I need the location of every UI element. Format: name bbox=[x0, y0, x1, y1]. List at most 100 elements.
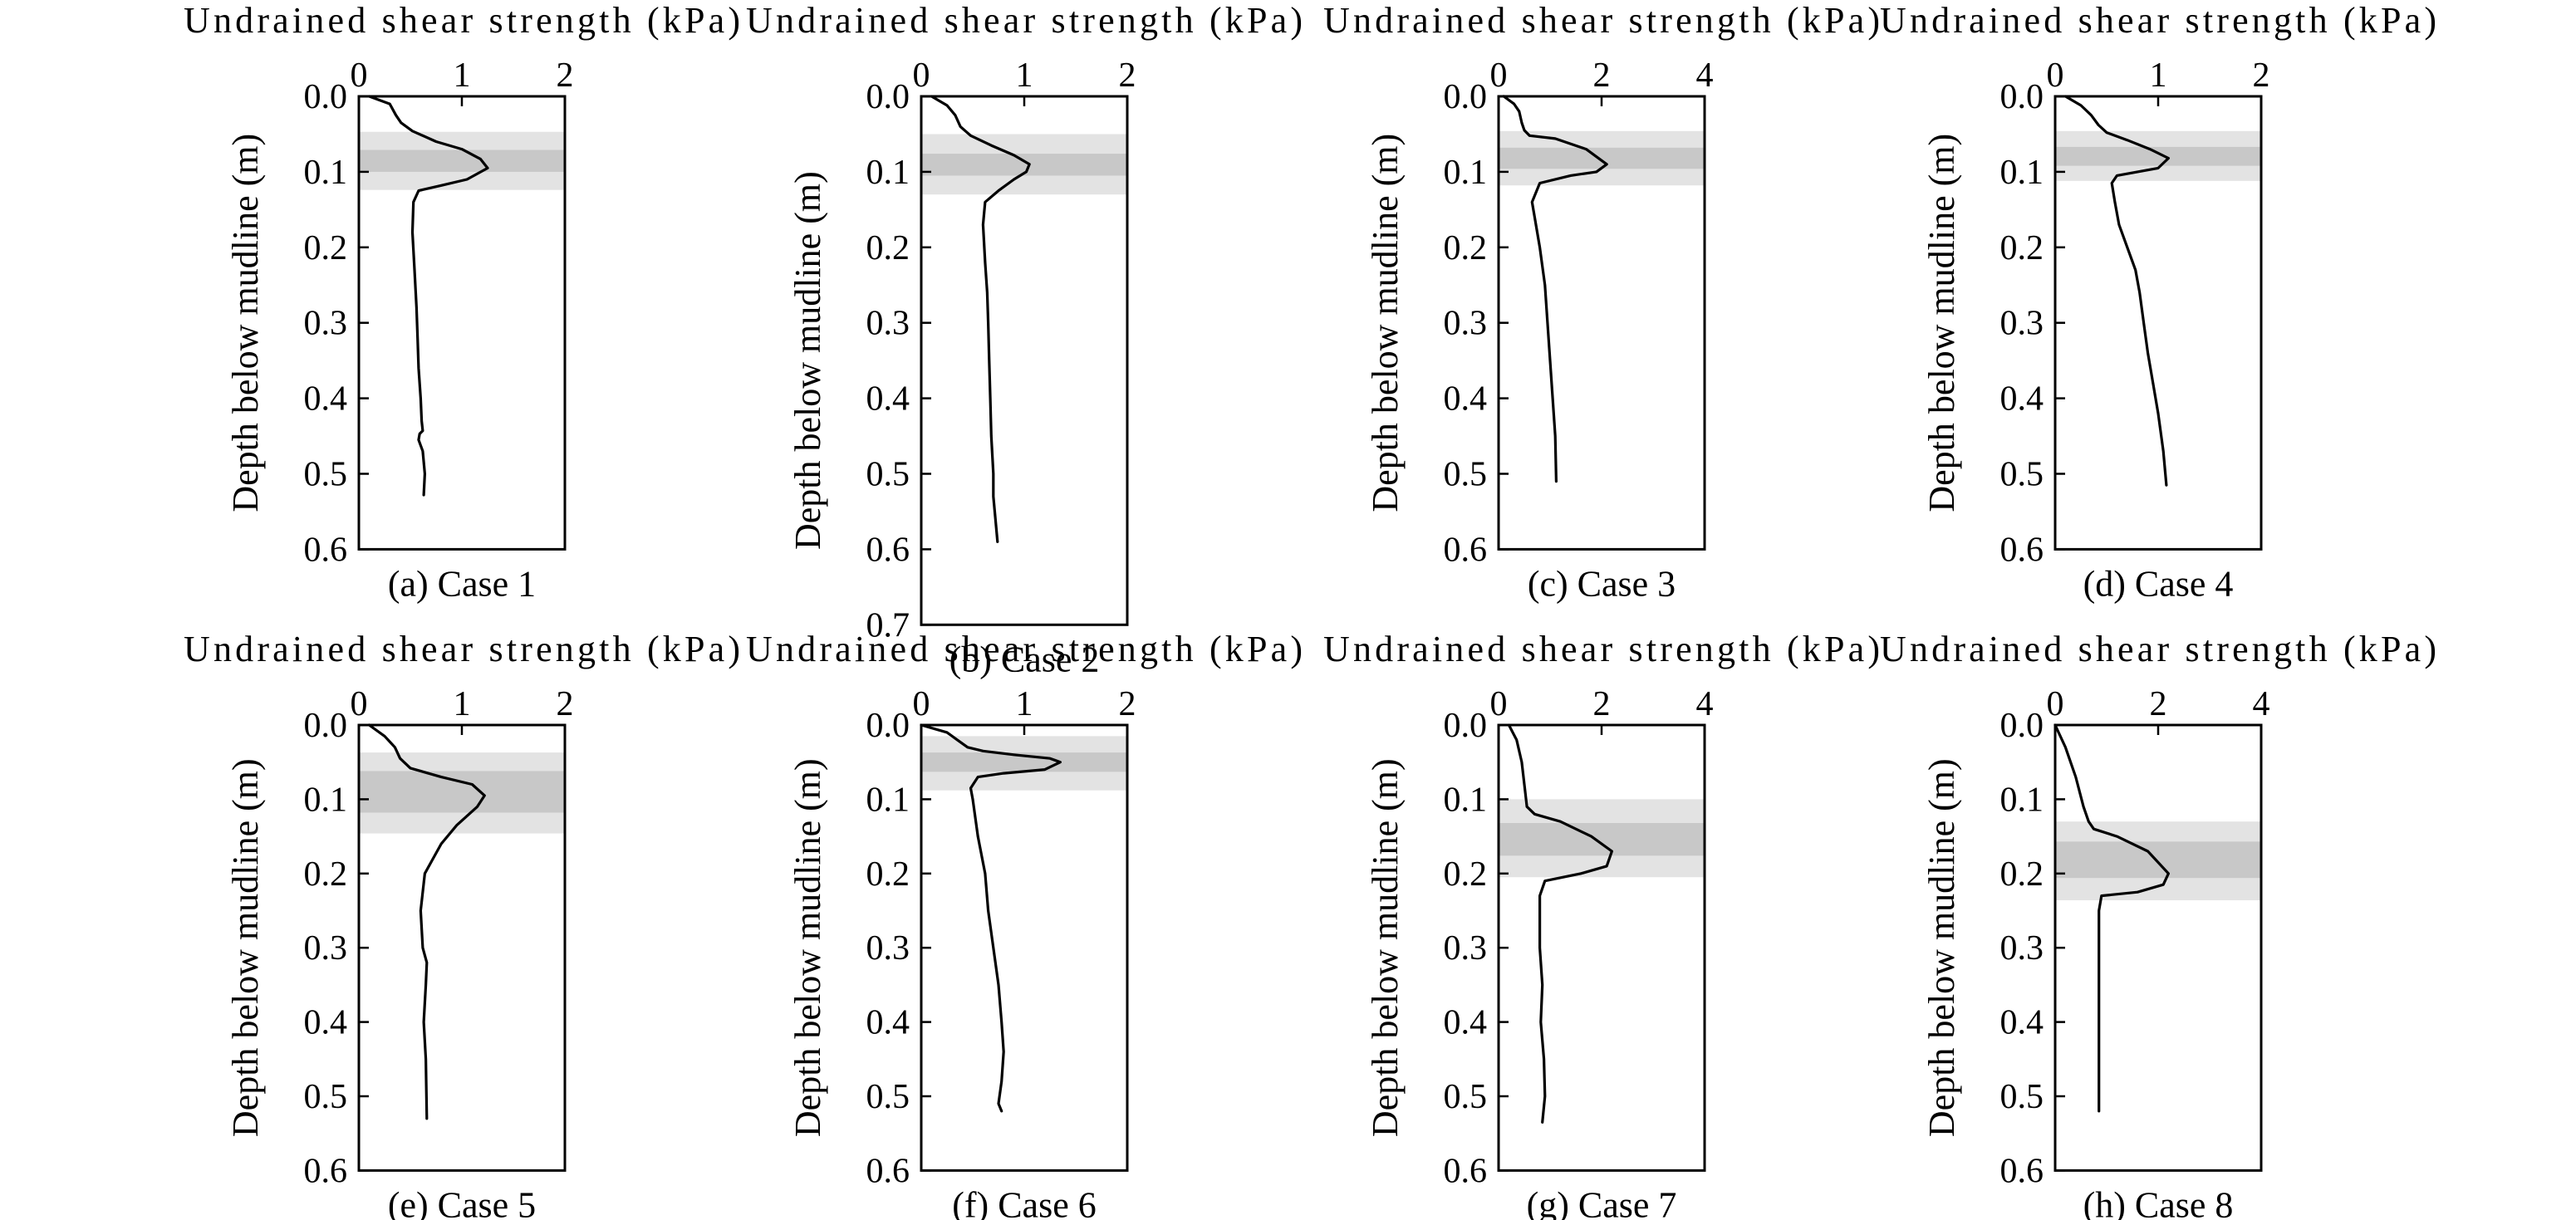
y-tick-label: 0.2 bbox=[2000, 855, 2044, 894]
y-axis-title: Depth below mudline (m) bbox=[1365, 134, 1406, 512]
y-tick-label: 0.6 bbox=[2000, 1152, 2044, 1190]
x-axis-title: Undrained shear strength (kPa) bbox=[746, 0, 1303, 41]
plot-frame bbox=[2053, 723, 2263, 1172]
y-tick-label: 0.0 bbox=[866, 78, 910, 116]
y-tick-label: 0.2 bbox=[2000, 229, 2044, 267]
x-tick-label: 0 bbox=[1490, 685, 1508, 723]
y-axis-title: Depth below mudline (m) bbox=[1921, 134, 1962, 512]
y-tick-label: 0.5 bbox=[866, 1078, 910, 1116]
y-axis-title: Depth below mudline (m) bbox=[1921, 758, 1962, 1137]
x-axis-title: Undrained shear strength (kPa) bbox=[1880, 629, 2436, 669]
y-tick-label: 0.4 bbox=[1444, 380, 1488, 419]
band-inner bbox=[1499, 147, 1705, 169]
y-tick-label: 0.4 bbox=[2000, 1004, 2044, 1042]
y-tick-label: 0.3 bbox=[2000, 929, 2044, 968]
chart-panel-5: 0 1 2 0.0 0.1 0.2 0.3 0.4 0.5 0.6 Undrained shear … bbox=[184, 629, 740, 1220]
y-tick-label: 0.2 bbox=[304, 855, 348, 894]
strength-profile-line bbox=[367, 95, 489, 497]
y-tick-label: 0.4 bbox=[304, 380, 348, 419]
x-axis-title: Undrained shear strength (kPa) bbox=[184, 629, 740, 669]
x-axis-title: Undrained shear strength (kPa) bbox=[746, 629, 1303, 669]
x-tick-label: 1 bbox=[454, 685, 471, 723]
x-tick-label: 1 bbox=[2150, 56, 2167, 95]
chart-panel-4: 0 1 2 0.0 0.1 0.2 0.3 0.4 0.5 0.6 Undrained shear … bbox=[1880, 0, 2436, 604]
y-tick-label: 0.1 bbox=[304, 781, 348, 819]
x-tick-label: 4 bbox=[1696, 685, 1714, 723]
panel-caption: (e) Case 5 bbox=[388, 1184, 536, 1220]
chart-panel-1: 0 1 2 0.0 0.1 0.2 0.3 0.4 0.5 0.6 Undrained shear … bbox=[184, 0, 740, 604]
y-tick-label: 0.2 bbox=[1444, 855, 1488, 894]
y-tick-label: 0.6 bbox=[1444, 531, 1488, 569]
x-tick-label: 0 bbox=[351, 56, 368, 95]
panel-caption: (f) Case 6 bbox=[952, 1184, 1097, 1220]
y-tick-label: 0.4 bbox=[866, 1004, 910, 1042]
y-tick-label: 0.1 bbox=[866, 154, 910, 192]
y-tick-label: 0.3 bbox=[866, 305, 910, 343]
x-tick-label: 2 bbox=[557, 56, 574, 95]
plot-frame bbox=[1497, 723, 1706, 1172]
x-axis-title: Undrained shear strength (kPa) bbox=[1880, 0, 2436, 41]
y-tick-label: 0.1 bbox=[1444, 154, 1488, 192]
y-tick-label: 0.2 bbox=[1444, 229, 1488, 267]
x-tick-label: 2 bbox=[2150, 685, 2167, 723]
y-tick-label: 0.5 bbox=[2000, 1078, 2044, 1116]
band-inner bbox=[2055, 146, 2261, 166]
strength-profile-line bbox=[930, 95, 1031, 543]
y-tick-label: 0.0 bbox=[1444, 707, 1488, 745]
y-tick-label: 0.3 bbox=[2000, 305, 2044, 343]
x-tick-label: 1 bbox=[454, 56, 471, 95]
x-tick-label: 1 bbox=[1016, 685, 1033, 723]
y-tick-label: 0.6 bbox=[304, 1152, 348, 1190]
y-tick-label: 0.4 bbox=[866, 380, 910, 419]
y-tick-label: 0.4 bbox=[2000, 380, 2044, 419]
band-inner bbox=[359, 771, 565, 813]
x-tick-label: 2 bbox=[1593, 56, 1611, 95]
panel-caption: (g) Case 7 bbox=[1527, 1184, 1677, 1220]
y-tick-label: 0.0 bbox=[304, 707, 348, 745]
x-tick-label: 0 bbox=[351, 685, 368, 723]
plot-frame bbox=[920, 723, 1129, 1172]
band-inner bbox=[1499, 823, 1705, 856]
strength-profile-line bbox=[1502, 95, 1608, 483]
strength-profile-line bbox=[1507, 723, 1614, 1124]
y-tick-label: 0.5 bbox=[866, 456, 910, 494]
strength-profile-line bbox=[2063, 95, 2170, 487]
y-tick-label: 0.5 bbox=[1444, 1078, 1488, 1116]
panel-caption: (c) Case 3 bbox=[1528, 563, 1676, 604]
y-tick-label: 0.7 bbox=[866, 606, 910, 644]
y-tick-label: 0.1 bbox=[2000, 781, 2044, 819]
x-tick-label: 2 bbox=[2253, 56, 2270, 95]
panel-caption: (d) Case 4 bbox=[2083, 563, 2234, 604]
panel-caption: (a) Case 1 bbox=[388, 563, 536, 604]
y-tick-label: 0.3 bbox=[1444, 929, 1488, 968]
y-tick-label: 0.5 bbox=[2000, 456, 2044, 494]
x-tick-label: 1 bbox=[1016, 56, 1033, 95]
y-tick-label: 0.0 bbox=[866, 707, 910, 745]
y-tick-label: 0.4 bbox=[304, 1004, 348, 1042]
x-axis-title: Undrained shear strength (kPa) bbox=[184, 0, 740, 41]
x-tick-label: 4 bbox=[1696, 56, 1714, 95]
band-inner bbox=[921, 752, 1127, 772]
strength-profile-line bbox=[367, 723, 486, 1120]
x-axis-title: Undrained shear strength (kPa) bbox=[1323, 629, 1880, 669]
band-inner bbox=[359, 149, 565, 172]
y-tick-label: 0.5 bbox=[304, 456, 348, 494]
chart-panel-6: 0 1 2 0.0 0.1 0.2 0.3 0.4 0.5 0.6 Undrained shear … bbox=[746, 629, 1303, 1220]
x-tick-label: 2 bbox=[1119, 56, 1136, 95]
y-tick-label: 0.0 bbox=[1444, 78, 1488, 116]
y-tick-label: 0.2 bbox=[866, 229, 910, 267]
y-tick-label: 0.0 bbox=[2000, 707, 2044, 745]
y-tick-label: 0.6 bbox=[304, 531, 348, 569]
y-tick-label: 0.4 bbox=[1444, 1004, 1488, 1042]
y-tick-label: 0.6 bbox=[1444, 1152, 1488, 1190]
y-tick-label: 0.2 bbox=[304, 229, 348, 267]
x-axis-title: Undrained shear strength (kPa) bbox=[1323, 0, 1880, 41]
y-axis-title: Depth below mudline (m) bbox=[1365, 758, 1406, 1137]
x-tick-label: 0 bbox=[1490, 56, 1508, 95]
x-tick-label: 2 bbox=[1119, 685, 1136, 723]
x-tick-label: 2 bbox=[1593, 685, 1611, 723]
y-tick-label: 0.3 bbox=[304, 305, 348, 343]
y-axis-title: Depth below mudline (m) bbox=[225, 134, 266, 512]
